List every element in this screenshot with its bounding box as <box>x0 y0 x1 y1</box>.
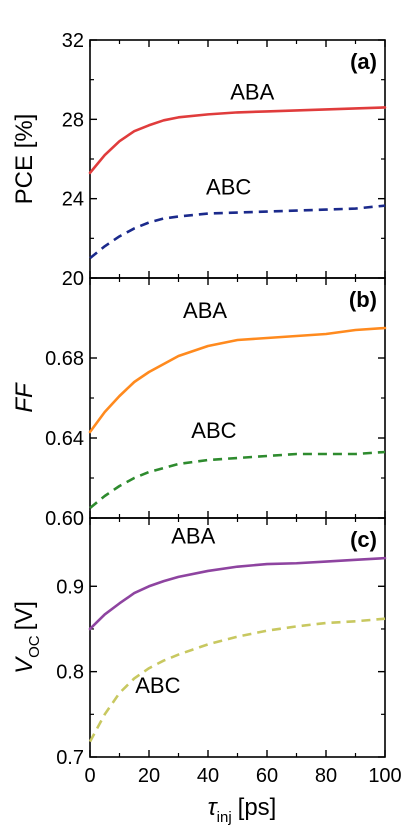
series-label: ABA <box>230 80 274 105</box>
x-tick-label: 60 <box>256 765 278 787</box>
series-label: ABA <box>183 298 227 323</box>
plot-frame <box>89 39 386 279</box>
plot-frame <box>89 277 386 519</box>
x-axis-label-unit: [ps] <box>238 794 277 821</box>
series-line-abc <box>89 204 386 260</box>
x-tick-label: 100 <box>368 765 401 787</box>
panel-1: 0.60 0.64 0.68 ABA ABC (b) FF <box>11 277 387 530</box>
panel-letter: (b) <box>349 287 377 312</box>
y-tick-label: 0.60 <box>45 508 84 530</box>
panel-letter: (c) <box>350 527 377 552</box>
y-tick-label: 24 <box>62 189 84 211</box>
series-line-aba <box>88 326 387 434</box>
x-tick-label: 80 <box>315 765 337 787</box>
y-tick-label: 0.8 <box>56 662 84 684</box>
panel-0: 20 24 28 32 ABA ABC (a) PCE [%] <box>11 30 387 290</box>
y-axis-label-symbol: V <box>11 656 38 674</box>
y-axis-label-subscript: OC <box>26 635 43 658</box>
series-label: ABC <box>191 418 236 443</box>
y-tick-label: 0.68 <box>45 348 84 370</box>
y-tick-label: 32 <box>62 30 84 52</box>
y-axis-label-text: FF <box>11 382 38 413</box>
y-tick-label: 0.64 <box>45 428 84 450</box>
panel-letter: (a) <box>350 49 377 74</box>
series-label: ABC <box>206 175 251 200</box>
series-line-abc <box>88 617 386 743</box>
y-tick-label: 0.9 <box>56 576 84 598</box>
x-axis-label: τinj [ps] <box>208 794 277 826</box>
x-axis-label-subscript: inj <box>217 809 232 826</box>
y-tick-label: 20 <box>62 268 84 290</box>
panel-2: 0.7 0.8 0.9 0 20 40 60 80 100 ABA ABC (c) VOC [V] <box>11 517 402 787</box>
x-axis-label-symbol: τ <box>208 794 219 821</box>
x-tick-label: 0 <box>84 765 95 787</box>
series-label: ABA <box>171 524 215 549</box>
panels: 20 24 28 32 ABA ABC (a) PCE [%] 0.60 0.64 0.68 ABA A… <box>11 30 402 787</box>
plot-frame <box>89 517 386 758</box>
x-tick-label: 40 <box>197 765 219 787</box>
series-line-abc <box>89 450 386 510</box>
series-line-aba <box>88 106 387 175</box>
y-axis-label: PCE [%] <box>11 114 38 205</box>
series-label: ABC <box>135 673 180 698</box>
x-tick-label: 20 <box>138 765 160 787</box>
series-line-aba <box>88 556 387 631</box>
y-tick-label: 0.7 <box>56 747 84 769</box>
y-axis-label: VOC [V] <box>11 601 43 674</box>
y-axis-label-unit: [V] <box>11 601 38 630</box>
y-tick-label: 28 <box>62 109 84 131</box>
y-axis-label: FF <box>11 382 38 413</box>
